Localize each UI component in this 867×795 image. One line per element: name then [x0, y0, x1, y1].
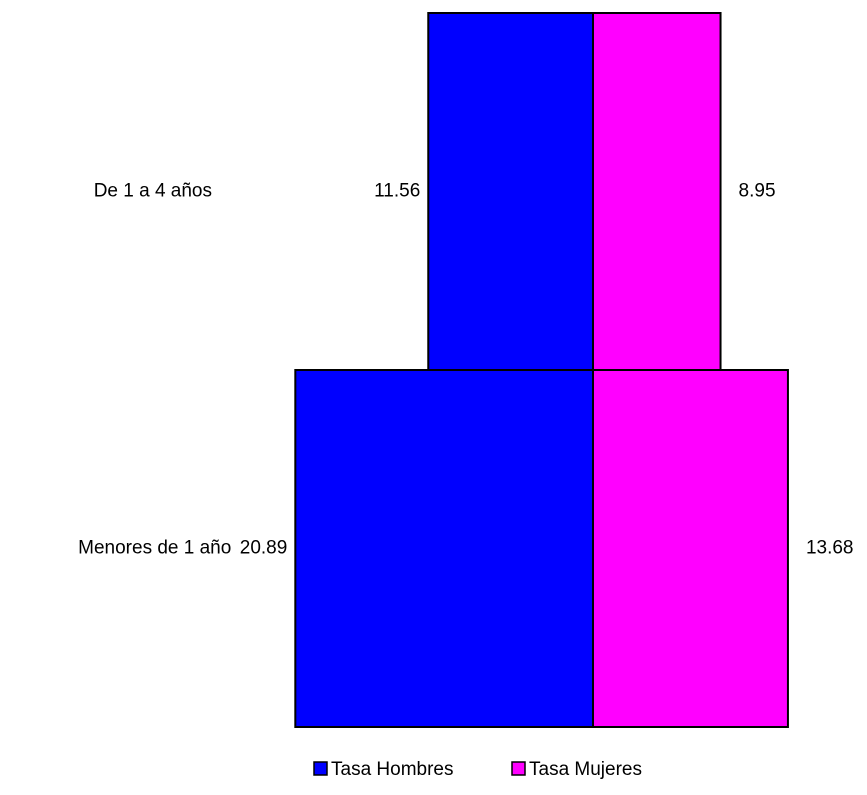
legend-swatch-tasa-hombres — [313, 761, 328, 776]
legend-label-tasa-mujeres: Tasa Mujeres — [529, 759, 642, 780]
bar-tasa-hombres-de-1-a-4-anos — [427, 12, 594, 371]
legend-label-tasa-hombres: Tasa Hombres — [331, 759, 454, 780]
category-label-menores-de-1-ano: Menores de 1 año — [78, 538, 231, 559]
bar-tasa-mujeres-de-1-a-4-anos — [592, 12, 722, 371]
labels-group: 20.89 13.68 Menores de 1 año 11.56 8.95 De 1 … — [78, 181, 853, 559]
data-label-tasa-hombres-menores-de-1-ano: 20.89 — [240, 538, 288, 559]
bar-tasa-hombres-menores-de-1-ano — [294, 369, 594, 728]
data-label-tasa-mujeres-menores-de-1-ano: 13.68 — [806, 538, 854, 559]
data-label-tasa-mujeres-de-1-a-4-anos: 8.95 — [739, 181, 776, 202]
bar-tasa-mujeres-menores-de-1-ano — [592, 369, 789, 728]
data-label-tasa-hombres-de-1-a-4-anos: 11.56 — [374, 181, 420, 202]
legend: Tasa Hombres Tasa Mujeres — [313, 759, 642, 780]
category-label-de-1-a-4-anos: De 1 a 4 años — [94, 181, 212, 202]
bars-group — [294, 12, 789, 728]
legend-swatch-tasa-mujeres — [511, 761, 526, 776]
